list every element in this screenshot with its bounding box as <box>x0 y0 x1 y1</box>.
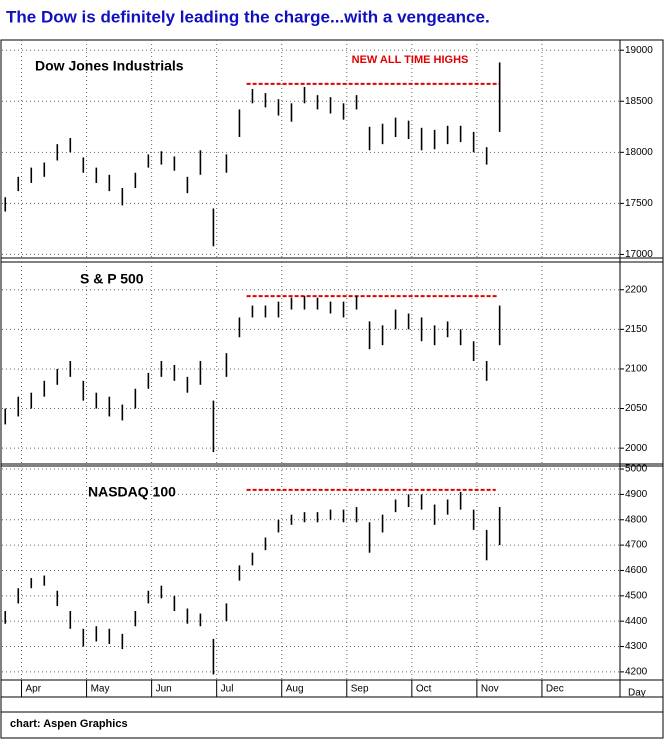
y-tick-label: 4500 <box>625 590 648 601</box>
y-tick-label: 18000 <box>625 147 653 158</box>
y-tick-label: 4900 <box>625 489 648 500</box>
y-tick-label: 5000 <box>625 464 648 475</box>
x-axis-label: Day <box>628 688 646 699</box>
panel-label: NASDAQ 100 <box>88 484 176 500</box>
panel-border <box>0 261 664 465</box>
y-tick-label: 18500 <box>625 96 653 107</box>
x-tick-label: Sep <box>351 684 369 695</box>
y-tick-label: 4700 <box>625 540 648 551</box>
panel-label: S & P 500 <box>80 271 144 287</box>
y-tick-label: 2000 <box>625 443 648 454</box>
panel-border <box>0 465 664 681</box>
x-tick-label: Jul <box>221 684 234 695</box>
x-tick-label: Nov <box>481 684 499 695</box>
y-tick-label: 4400 <box>625 616 648 627</box>
y-tick-label: 17000 <box>625 249 653 260</box>
x-tick-label: Dec <box>546 684 564 695</box>
x-tick-label: Jun <box>156 684 172 695</box>
y-tick-label: 2200 <box>625 284 648 295</box>
x-tick-label: Apr <box>26 684 42 695</box>
y-tick-label: 2150 <box>625 324 648 335</box>
footer: chart: Aspen Graphics <box>10 718 128 730</box>
y-tick-label: 4300 <box>625 641 648 652</box>
x-tick-label: May <box>91 684 110 695</box>
y-tick-label: 17500 <box>625 198 653 209</box>
x-tick-label: Oct <box>416 684 432 695</box>
x-tick-label: Aug <box>286 684 304 695</box>
chart-title: The Dow is definitely leading the charge… <box>6 7 490 26</box>
y-tick-label: 4800 <box>625 514 648 525</box>
annotation: NEW ALL TIME HIGHS <box>352 54 469 66</box>
panel-label: Dow Jones Industrials <box>35 58 184 74</box>
y-tick-label: 4200 <box>625 667 648 678</box>
y-tick-label: 4600 <box>625 565 648 576</box>
y-tick-label: 2050 <box>625 403 648 414</box>
panel-border <box>0 39 664 259</box>
y-tick-label: 19000 <box>625 45 653 56</box>
y-tick-label: 2100 <box>625 364 648 375</box>
